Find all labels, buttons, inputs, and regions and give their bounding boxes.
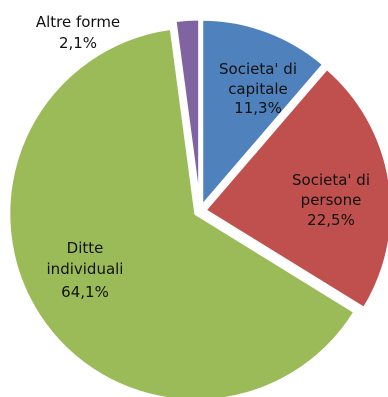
slice-value-label: 22,5% [307, 211, 355, 229]
slice-label-line: Ditte [67, 239, 104, 257]
slice-label: Societa' di capitale 11,3% [219, 60, 297, 117]
slice-value-label: 2,1% [59, 34, 97, 52]
slice-label: Altre forme 2,1% [36, 13, 120, 52]
slice-label: Ditte individuali 64,1% [47, 239, 124, 301]
slice-label-line: capitale [228, 80, 288, 98]
pie-slice [203, 66, 388, 310]
pie-labels: Societa' di capitale 11,3% Societa' di perso… [36, 13, 370, 301]
pie-slice [200, 17, 326, 208]
slice-label-line: Societa' di [219, 60, 297, 78]
slice-label-line: Altre forme [36, 13, 120, 31]
slice-value-label: 11,3% [234, 99, 282, 117]
pie-slices [7, 17, 388, 397]
slice-label-line: persone [301, 191, 362, 209]
pie-slice [173, 17, 202, 208]
slice-label-line: individuali [47, 260, 124, 278]
slice-value-label: 64,1% [61, 283, 109, 301]
pie-slice [7, 26, 357, 397]
slice-label: Societa' di persone 22,5% [292, 171, 370, 229]
slice-label-line: Societa' di [292, 171, 370, 189]
